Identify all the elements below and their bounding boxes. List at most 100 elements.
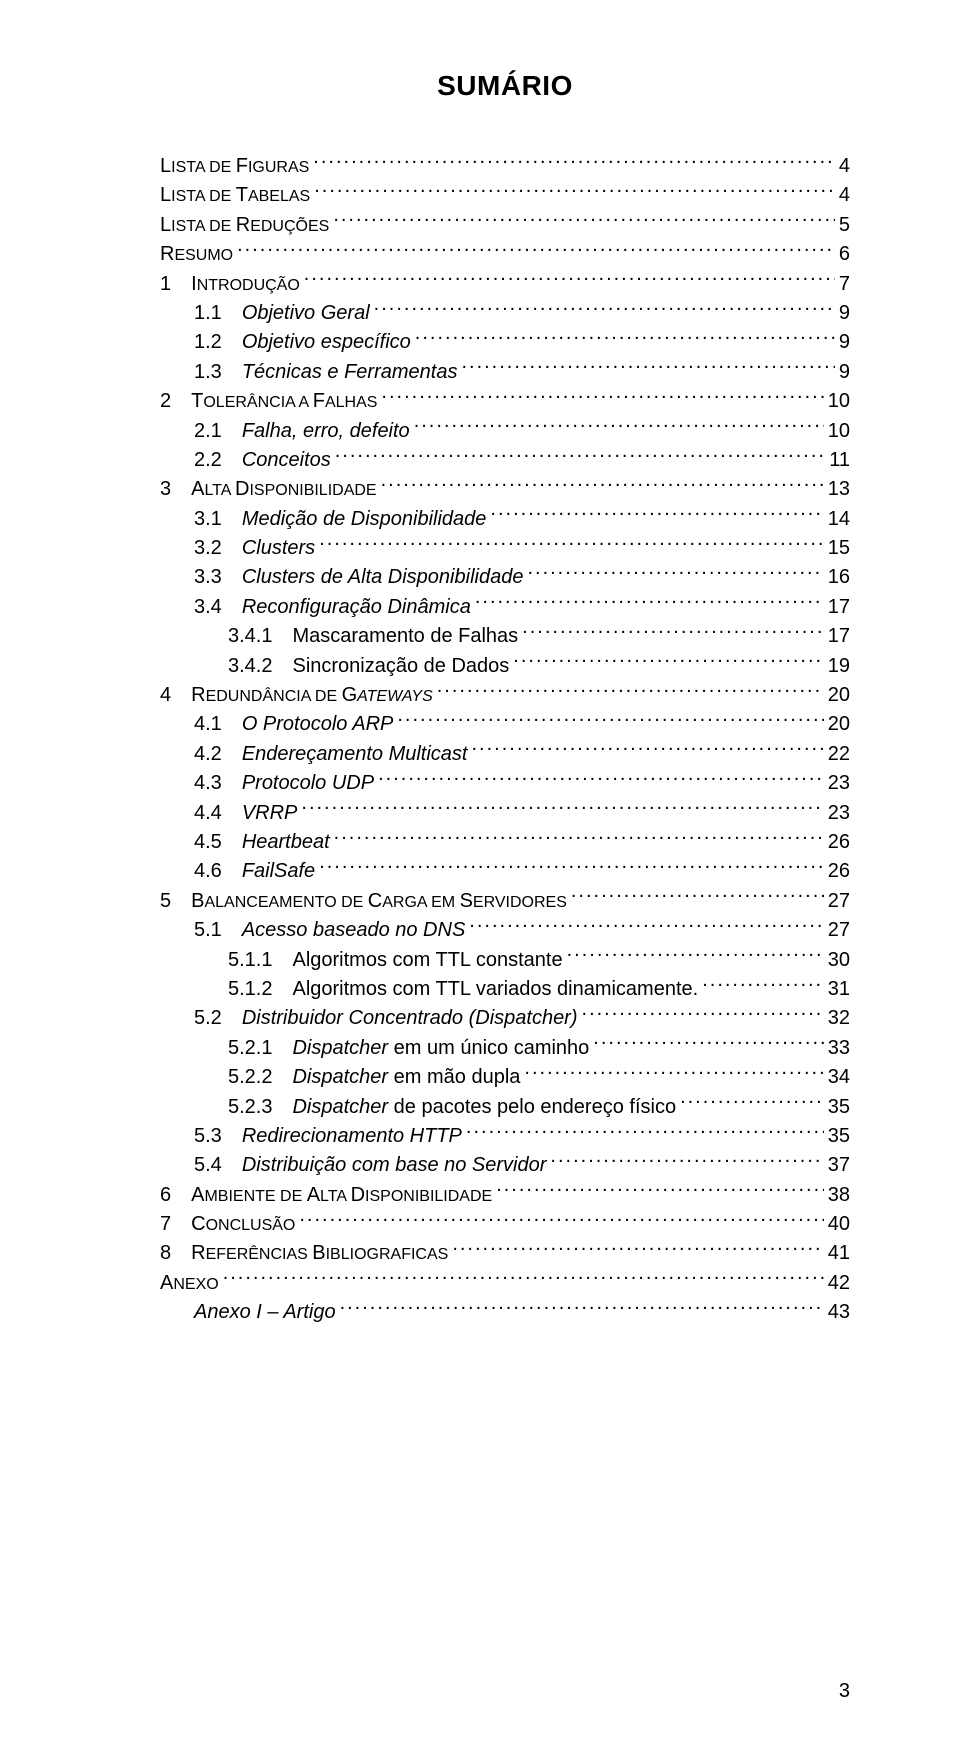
toc-entry: 3.1 Medição de Disponibilidade 14 — [160, 505, 850, 534]
toc-entry-label: LISTA DE TABELAS — [160, 181, 310, 210]
toc-entry-page: 6 — [839, 240, 850, 269]
toc-entry-page: 43 — [828, 1298, 850, 1327]
toc-entry-label: 3.4 Reconfiguração Dinâmica — [194, 593, 471, 622]
toc-entry-page: 15 — [828, 534, 850, 563]
toc-leader-dots — [490, 505, 823, 525]
toc-entry-page: 20 — [828, 681, 850, 710]
toc-entry-page: 40 — [828, 1210, 850, 1239]
toc-entry-label: 7 CONCLUSÃO — [160, 1210, 295, 1239]
toc-entry-page: 23 — [828, 769, 850, 798]
toc-entry: LISTA DE TABELAS 4 — [160, 181, 850, 210]
toc-entry: 8 REFERÊNCIAS BIBLIOGRAFICAS 41 — [160, 1239, 850, 1268]
toc-entry-page: 9 — [839, 358, 850, 387]
toc-entry-page: 13 — [828, 475, 850, 504]
toc-entry: 1.1 Objetivo Geral 9 — [160, 299, 850, 328]
toc-leader-dots — [397, 710, 823, 730]
toc-entry: 3.4.1 Mascaramento de Falhas 17 — [160, 622, 850, 651]
toc-entry-label: 8 REFERÊNCIAS BIBLIOGRAFICAS — [160, 1239, 448, 1268]
toc-leader-dots — [319, 857, 824, 877]
toc-leader-dots — [314, 181, 835, 201]
toc-leader-dots — [527, 563, 823, 583]
toc-entry: 3.2 Clusters 15 — [160, 534, 850, 563]
toc-entry-page: 26 — [828, 857, 850, 886]
toc-entry-page: 38 — [828, 1181, 850, 1210]
toc-entry-label: RESUMO — [160, 240, 233, 269]
toc-entry: 3 ALTA DISPONIBILIDADE 13 — [160, 475, 850, 504]
toc-entry: 5.1 Acesso baseado no DNS 27 — [160, 916, 850, 945]
toc-entry-page: 10 — [828, 417, 850, 446]
toc-entry-page: 7 — [839, 270, 850, 299]
toc-entry-page: 32 — [828, 1004, 850, 1033]
toc-entry-page: 27 — [828, 916, 850, 945]
toc-entry-page: 5 — [839, 211, 850, 240]
toc-entry: 2.2 Conceitos 11 — [160, 446, 850, 475]
toc-leader-dots — [414, 417, 824, 437]
toc-entry: 3.3 Clusters de Alta Disponibilidade 16 — [160, 563, 850, 592]
toc-entry-page: 20 — [828, 710, 850, 739]
toc-entry-page: 11 — [829, 446, 850, 475]
toc-entry-label: 1.3 Técnicas e Ferramentas — [194, 358, 457, 387]
toc-leader-dots — [333, 211, 835, 231]
toc-entry-label: 5.2 Distribuidor Concentrado (Dispatcher… — [194, 1004, 578, 1033]
toc-entry: 3.4.2 Sincronização de Dados 19 — [160, 652, 850, 681]
toc-entry: 7 CONCLUSÃO 40 — [160, 1210, 850, 1239]
toc-leader-dots — [335, 446, 825, 466]
toc-entry-label: 6 AMBIENTE DE ALTA DISPONIBILIDADE — [160, 1181, 492, 1210]
toc-entry-page: 30 — [828, 946, 850, 975]
toc-leader-dots — [567, 946, 824, 966]
toc-leader-dots — [522, 622, 824, 642]
toc-entry: ANEXO 42 — [160, 1269, 850, 1298]
toc-entry-label: 3 ALTA DISPONIBILIDADE — [160, 475, 377, 504]
toc-entry-label: 5.2.1 Dispatcher em um único caminho — [228, 1034, 589, 1063]
toc-entry-page: 14 — [828, 505, 850, 534]
toc-entry: 5.2.3 Dispatcher de pacotes pelo endereç… — [160, 1093, 850, 1122]
toc-entry-label: 2.1 Falha, erro, defeito — [194, 417, 410, 446]
toc-leader-dots — [702, 975, 824, 995]
toc-leader-dots — [582, 1004, 824, 1024]
toc-leader-dots — [334, 828, 824, 848]
toc-entry-label: 3.3 Clusters de Alta Disponibilidade — [194, 563, 523, 592]
toc-leader-dots — [524, 1063, 823, 1083]
toc-entry-page: 31 — [828, 975, 850, 1004]
toc-entry-page: 33 — [828, 1034, 850, 1063]
toc-entry: RESUMO 6 — [160, 240, 850, 269]
toc-entry-label: 3.4.2 Sincronização de Dados — [228, 652, 509, 681]
toc-entry-page: 9 — [839, 328, 850, 357]
toc-entry: 4.5 Heartbeat 26 — [160, 828, 850, 857]
toc-entry-label: 4.3 Protocolo UDP — [194, 769, 374, 798]
toc-entry-label: 4.6 FailSafe — [194, 857, 315, 886]
toc-entry-page: 35 — [828, 1122, 850, 1151]
toc-entry-label: 1.1 Objetivo Geral — [194, 299, 370, 328]
toc-entry: 2 TOLERÂNCIA A FALHAS 10 — [160, 387, 850, 416]
toc-entry-page: 41 — [828, 1239, 850, 1268]
toc-entry: 5.1.2 Algoritmos com TTL variados dinami… — [160, 975, 850, 1004]
toc-entry: 2.1 Falha, erro, defeito 10 — [160, 417, 850, 446]
toc-entry-page: 17 — [828, 622, 850, 651]
toc-entry-label: 4.2 Endereçamento Multicast — [194, 740, 467, 769]
toc-entry-page: 27 — [828, 887, 850, 916]
toc-entry-page: 19 — [828, 652, 850, 681]
toc-entry: 5.2.1 Dispatcher em um único caminho 33 — [160, 1034, 850, 1063]
toc-leader-dots — [471, 740, 823, 760]
toc-entry-label: 3.2 Clusters — [194, 534, 315, 563]
toc-entry: 5 BALANCEAMENTO DE CARGA EM SERVIDORES 2… — [160, 887, 850, 916]
toc-entry-page: 34 — [828, 1063, 850, 1092]
toc-entry-page: 16 — [828, 563, 850, 592]
page-number: 3 — [839, 1680, 850, 1703]
toc-entry: 4.2 Endereçamento Multicast 22 — [160, 740, 850, 769]
toc-entry-page: 10 — [828, 387, 850, 416]
toc-entry-page: 4 — [839, 181, 850, 210]
toc-leader-dots — [378, 769, 824, 789]
toc-entry-page: 42 — [828, 1269, 850, 1298]
toc-leader-dots — [340, 1298, 824, 1318]
toc-entry-page: 9 — [839, 299, 850, 328]
toc-leader-dots — [381, 387, 823, 407]
toc-leader-dots — [237, 240, 835, 260]
toc-entry: LISTA DE REDUÇÕES 5 — [160, 211, 850, 240]
toc-entry: 5.3 Redirecionamento HTTP 35 — [160, 1122, 850, 1151]
toc-entry-label: 4.4 VRRP — [194, 799, 297, 828]
toc-entry-label: 5.1.2 Algoritmos com TTL variados dinami… — [228, 975, 698, 1004]
toc-entry-label: 5.1.1 Algoritmos com TTL constante — [228, 946, 563, 975]
toc-entry-label: 5.2.3 Dispatcher de pacotes pelo endereç… — [228, 1093, 676, 1122]
toc-leader-dots — [374, 299, 835, 319]
